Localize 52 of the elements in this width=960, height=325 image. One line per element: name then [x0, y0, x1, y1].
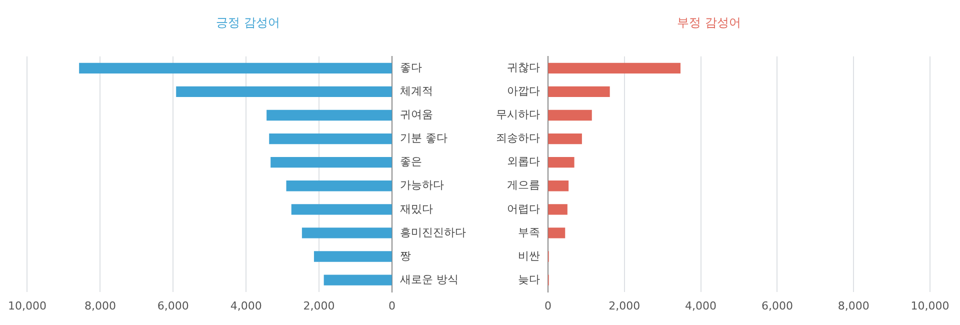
x-tick-label: 6,000	[157, 299, 189, 312]
y-tick-label: 무시하다	[496, 108, 540, 122]
y-tick-label: 흥미진진하다	[400, 226, 466, 239]
y-tick-label: 좋다	[400, 61, 422, 74]
x-tick-label: 4,000	[685, 299, 717, 312]
x-tick-label: 4,000	[230, 299, 262, 312]
x-tick-label: 8,000	[84, 299, 116, 312]
y-tick-label: 외롭다	[507, 155, 540, 168]
bar	[176, 86, 392, 98]
y-tick-label: 짱	[400, 249, 411, 262]
bar	[548, 62, 680, 74]
x-tick-label: 6,000	[761, 299, 793, 312]
bar	[548, 157, 574, 168]
x-tick-label: 10,000	[910, 299, 950, 312]
bar	[266, 110, 392, 121]
bar	[269, 133, 392, 144]
bar	[314, 251, 392, 262]
y-tick-label: 게으름	[507, 178, 540, 192]
bar	[270, 157, 392, 168]
x-tick-label: 10,000	[8, 299, 46, 312]
x-tick-label: 2,000	[303, 299, 335, 312]
y-tick-label: 부족	[518, 226, 540, 239]
bar	[548, 180, 569, 192]
bar	[286, 180, 392, 192]
bar	[302, 228, 392, 238]
y-tick-label: 늦다	[518, 272, 540, 286]
chart-title: 긍정 감성어	[216, 15, 280, 30]
y-tick-label: 재밌다	[400, 202, 433, 216]
x-tick-label: 8,000	[838, 299, 870, 312]
y-tick-label: 비싼	[518, 249, 540, 262]
y-tick-label: 죄송하다	[496, 132, 540, 145]
bar	[324, 274, 392, 286]
bar	[548, 228, 566, 238]
y-tick-label: 가능하다	[400, 178, 444, 192]
bar	[548, 86, 610, 98]
y-tick-label: 좋은	[400, 155, 422, 168]
y-tick-label: 기분 좋다	[400, 132, 448, 145]
y-tick-label: 아깝다	[507, 84, 540, 98]
x-tick-label: 0	[544, 299, 552, 312]
x-tick-label: 2,000	[608, 299, 640, 312]
y-tick-label: 귀찮다	[507, 61, 540, 74]
bar	[548, 110, 592, 121]
bar	[548, 133, 582, 144]
y-tick-label: 체계적	[400, 84, 433, 98]
y-tick-label: 어렵다	[507, 202, 540, 216]
bar	[291, 204, 392, 215]
y-tick-label: 귀여움	[400, 108, 433, 122]
y-tick-label: 새로운 방식	[400, 272, 458, 286]
bar	[548, 204, 568, 215]
x-tick-label: 0	[388, 299, 396, 312]
bar	[79, 62, 392, 74]
chart-title: 부정 감성어	[677, 15, 741, 30]
